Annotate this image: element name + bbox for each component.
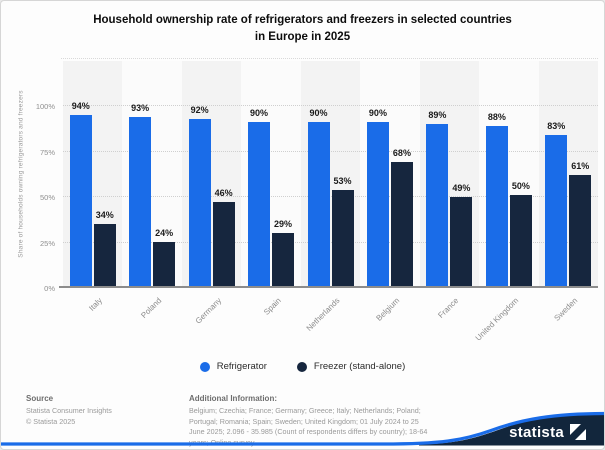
statista-logo-icon [570,424,586,440]
bar-freezer-stand-alone--belgium [390,162,413,286]
x-tick-united-kingdom: United Kingdom [473,296,521,343]
y-tick-100: 100% [35,102,55,111]
x-tick-germany: Germany [193,296,223,326]
value-label: 29% [274,219,293,230]
bar-refrigerator-sweden [545,134,568,286]
y-tick-50: 50% [39,193,55,202]
chart-title-line1: Household ownership rate of refrigerator… [93,14,512,26]
gridline-75 [63,150,598,152]
value-label: 34% [95,210,114,221]
additional-information-line: June 2025; 2.096 - 35.985 (Count of resp… [189,427,428,436]
value-label: 93% [131,102,150,113]
bar-freezer-stand-alone--united-kingdom [509,195,532,286]
additional-information-line: Belgium; Czechia; France; Germany; Greec… [189,406,421,415]
additional-information-line: years; Online survey [189,437,255,447]
value-label: 88% [487,111,506,122]
additional-information-heading: Additional Information: [189,394,277,403]
statista-logo-text: statista [509,424,564,441]
chart-title-line2: in Europe in 2025 [254,31,351,43]
legend-label-freezer: Freezer (stand-alone) [313,361,406,372]
footer-source: Source Statista Consumer Insights © Stat… [26,394,112,427]
bar-refrigerator-belgium [366,122,389,286]
chart-title: Household ownership rate of refrigerator… [1,12,604,46]
statista-footer-wave [1,411,604,446]
x-axis-line [59,286,598,288]
y-tick-75: 75% [39,147,55,157]
bar-freezer-stand-alone--france [450,196,473,286]
value-label: 90% [309,108,328,119]
value-label: 83% [547,120,566,131]
value-label: 49% [452,182,471,193]
x-tick-sweden: Sweden [552,296,580,323]
x-tick-spain: Spain [261,296,283,317]
source-heading: Source [26,394,54,403]
refrigerator-legend-dot-icon [199,361,210,372]
wave-blue-ribbon [1,411,604,446]
bar-freezer-stand-alone--poland [153,242,176,286]
legend-label-refrigerator: Refrigerator [216,361,267,372]
value-label: 50% [511,181,530,191]
wave-navy-shape [419,413,604,446]
bar-refrigerator-netherlands [307,122,330,286]
freezer-legend-dot-icon [296,361,307,372]
legend-item-refrigerator: Refrigerator [199,361,267,372]
x-tick-italy: Italy [87,296,105,313]
value-label: 24% [155,228,174,239]
value-label: 46% [214,188,233,199]
gridline-50 [63,196,598,197]
additional-information-line: Portugal; Romania; Spain; Sweden; United… [189,416,419,426]
bar-refrigerator-germany [188,118,211,286]
value-label: 89% [428,110,447,121]
bar-freezer-stand-alone--netherlands [331,189,354,286]
legend-item-freezer: Freezer (stand-alone) [296,361,406,372]
value-label: 94% [71,100,90,111]
title-separator-line [61,58,598,59]
bar-freezer-stand-alone--germany [212,202,235,286]
x-tick-netherlands: Netherlands [304,296,342,333]
legend: Refrigerator Freezer (stand-alone) [1,361,604,372]
bar-freezer-stand-alone--sweden [569,174,592,286]
footer-additional-information: Additional Information: Belgium; Czechia… [189,394,427,448]
bar-refrigerator-poland [129,116,152,286]
x-tick-poland: Poland [139,296,164,320]
value-label: 90% [250,108,269,119]
bar-refrigerator-united-kingdom [485,125,508,286]
y-tick-0: 0% [44,284,55,293]
value-label: 61% [571,160,590,171]
gridline-100 [63,105,598,106]
copyright-line: © Statista 2025 [26,416,76,426]
value-label: 53% [333,175,352,186]
x-tick-france: France [436,296,461,320]
bar-freezer-stand-alone--spain [272,233,295,286]
bar-freezer-stand-alone--italy [93,224,116,286]
source-line: Statista Consumer Insights [26,406,112,415]
bar-refrigerator-spain [248,122,271,286]
value-label: 68% [392,148,411,159]
x-tick-belgium: Belgium [374,296,402,323]
plot-area: 94% 93% 92% 90% 90% 90% 89% 88% 83% 34% 24% 46% 29% 5… [59,61,598,288]
gridline-25 [63,241,598,243]
value-label: 90% [368,108,387,119]
y-tick-25: 25% [39,238,55,248]
bar-refrigerator-italy [69,114,92,286]
bar-refrigerator-france [426,124,449,286]
value-label: 92% [190,104,209,115]
